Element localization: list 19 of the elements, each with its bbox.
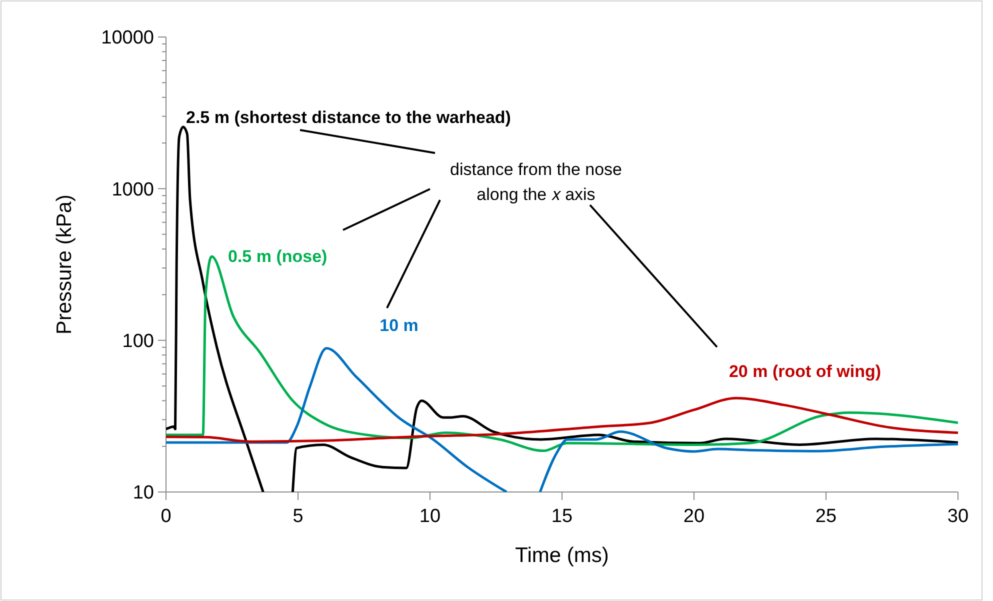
x-tick-label: 5	[292, 506, 304, 527]
y-axis-title: Pressure (kPa)	[53, 194, 76, 335]
x-tick-label: 15	[551, 506, 573, 527]
series-label: 20 m (root of wing)	[728, 362, 882, 381]
x-tick-label: 10	[419, 506, 441, 527]
series-label: 0.5 m (nose)	[228, 247, 328, 266]
y-tick-label: 1000	[112, 179, 154, 200]
y-tick-label: 10000	[101, 28, 154, 49]
series-label: 2.5 m (shortest distance to the warhead)	[186, 108, 511, 127]
annotation: distance from the nose along the 𝑥 axis	[450, 160, 622, 204]
line-series	[166, 396, 958, 443]
x-axis-title: Time (ms)	[515, 544, 609, 567]
y-tick-label: 100	[122, 330, 154, 352]
x-tick-label: 0	[160, 506, 172, 527]
x-tick-label: 20	[683, 506, 705, 527]
y-tick-label: 10	[132, 482, 154, 504]
text: 10 m	[380, 316, 418, 335]
x-tick-label: 25	[815, 506, 837, 527]
x-tick-label: 30	[947, 506, 969, 527]
